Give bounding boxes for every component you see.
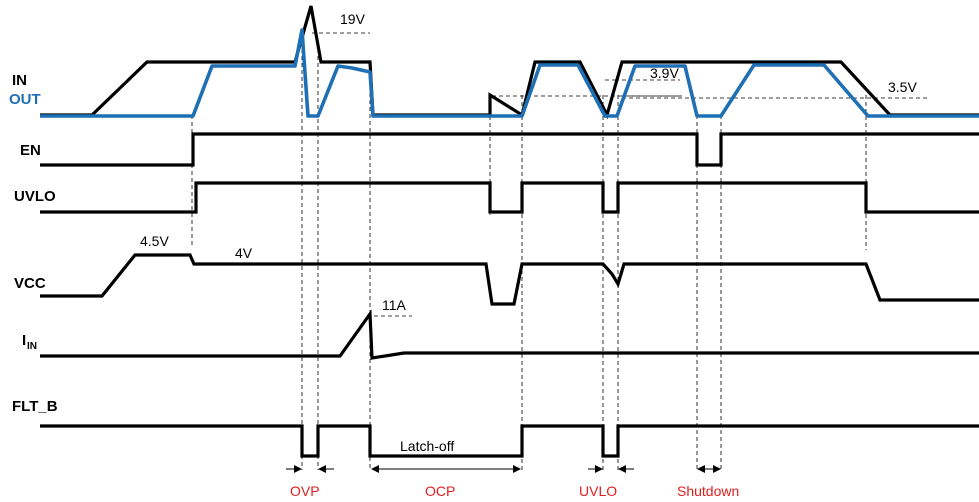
signal-label-vcc: VCC (14, 275, 46, 292)
annotation-11a: 11A (382, 297, 407, 313)
annotation-4-5v: 4.5V (140, 233, 169, 249)
event-label-shutdown: Shutdown (677, 483, 739, 499)
vcc-waveform (40, 253, 979, 306)
flt-b-waveform (40, 424, 979, 458)
out-waveform (40, 28, 979, 118)
signal-label-out: OUT (9, 91, 41, 108)
annotation-19v: 19V (340, 11, 366, 27)
annotation-4v: 4V (235, 245, 253, 261)
event-label-ovp: OVP (290, 483, 320, 499)
event-label-uvlo: UVLO (579, 483, 617, 499)
in-waveform (40, 5, 979, 120)
signal-label-en: EN (20, 142, 41, 159)
event-label-ocp: OCP (425, 483, 455, 499)
annotation-latch-off: Latch-off (400, 438, 454, 454)
signal-label-iin-sub: IN (27, 341, 37, 352)
signal-label-in: IN (12, 72, 27, 89)
en-waveform (40, 132, 979, 167)
signal-label-uvlo: UVLO (14, 188, 56, 205)
uvlo-waveform (40, 181, 979, 214)
annotation-3-9v: 3.9V (650, 65, 679, 81)
iin-waveform (40, 309, 979, 360)
annotation-3-5v: 3.5V (888, 79, 917, 95)
signal-label-iin-main: I (22, 332, 26, 349)
signal-label-flt-b: FLT_B (12, 398, 58, 415)
guide-lines (191, 32, 930, 470)
signal-label-iin: I IN (22, 332, 37, 352)
